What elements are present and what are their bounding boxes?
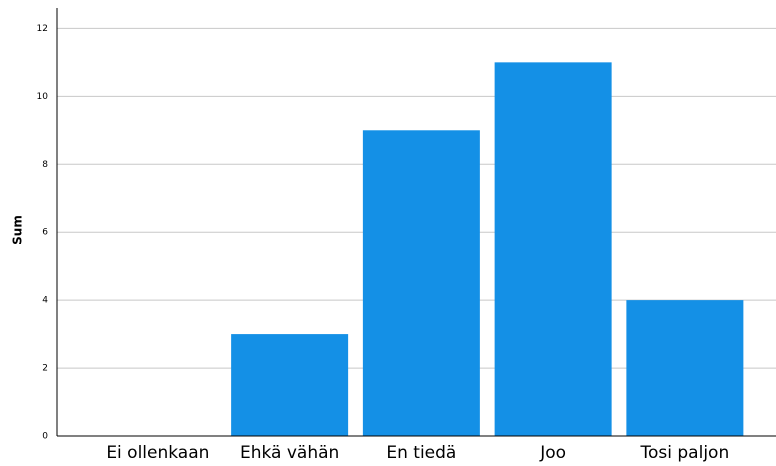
y-tick-label: 2 [42,364,48,374]
y-tick-label: 0 [42,432,48,442]
bar [362,130,480,437]
bar [231,334,349,436]
y-tick-label: 10 [37,92,49,102]
y-tick-label: 6 [42,228,48,238]
y-tick-label: 8 [42,160,48,170]
x-tick-label: Joo [539,443,566,463]
bar [626,300,744,436]
x-tick-label: Ehkä vähän [240,443,339,463]
y-tick-label: 12 [37,24,48,34]
y-tick-label: 4 [42,296,48,306]
bar [494,62,612,436]
y-axis-label: Sum [11,215,25,245]
x-tick-label: Tosi paljon [640,443,730,463]
x-tick-label: Ei ollenkaan [106,443,209,463]
x-tick-label: En tiedä [386,443,456,463]
